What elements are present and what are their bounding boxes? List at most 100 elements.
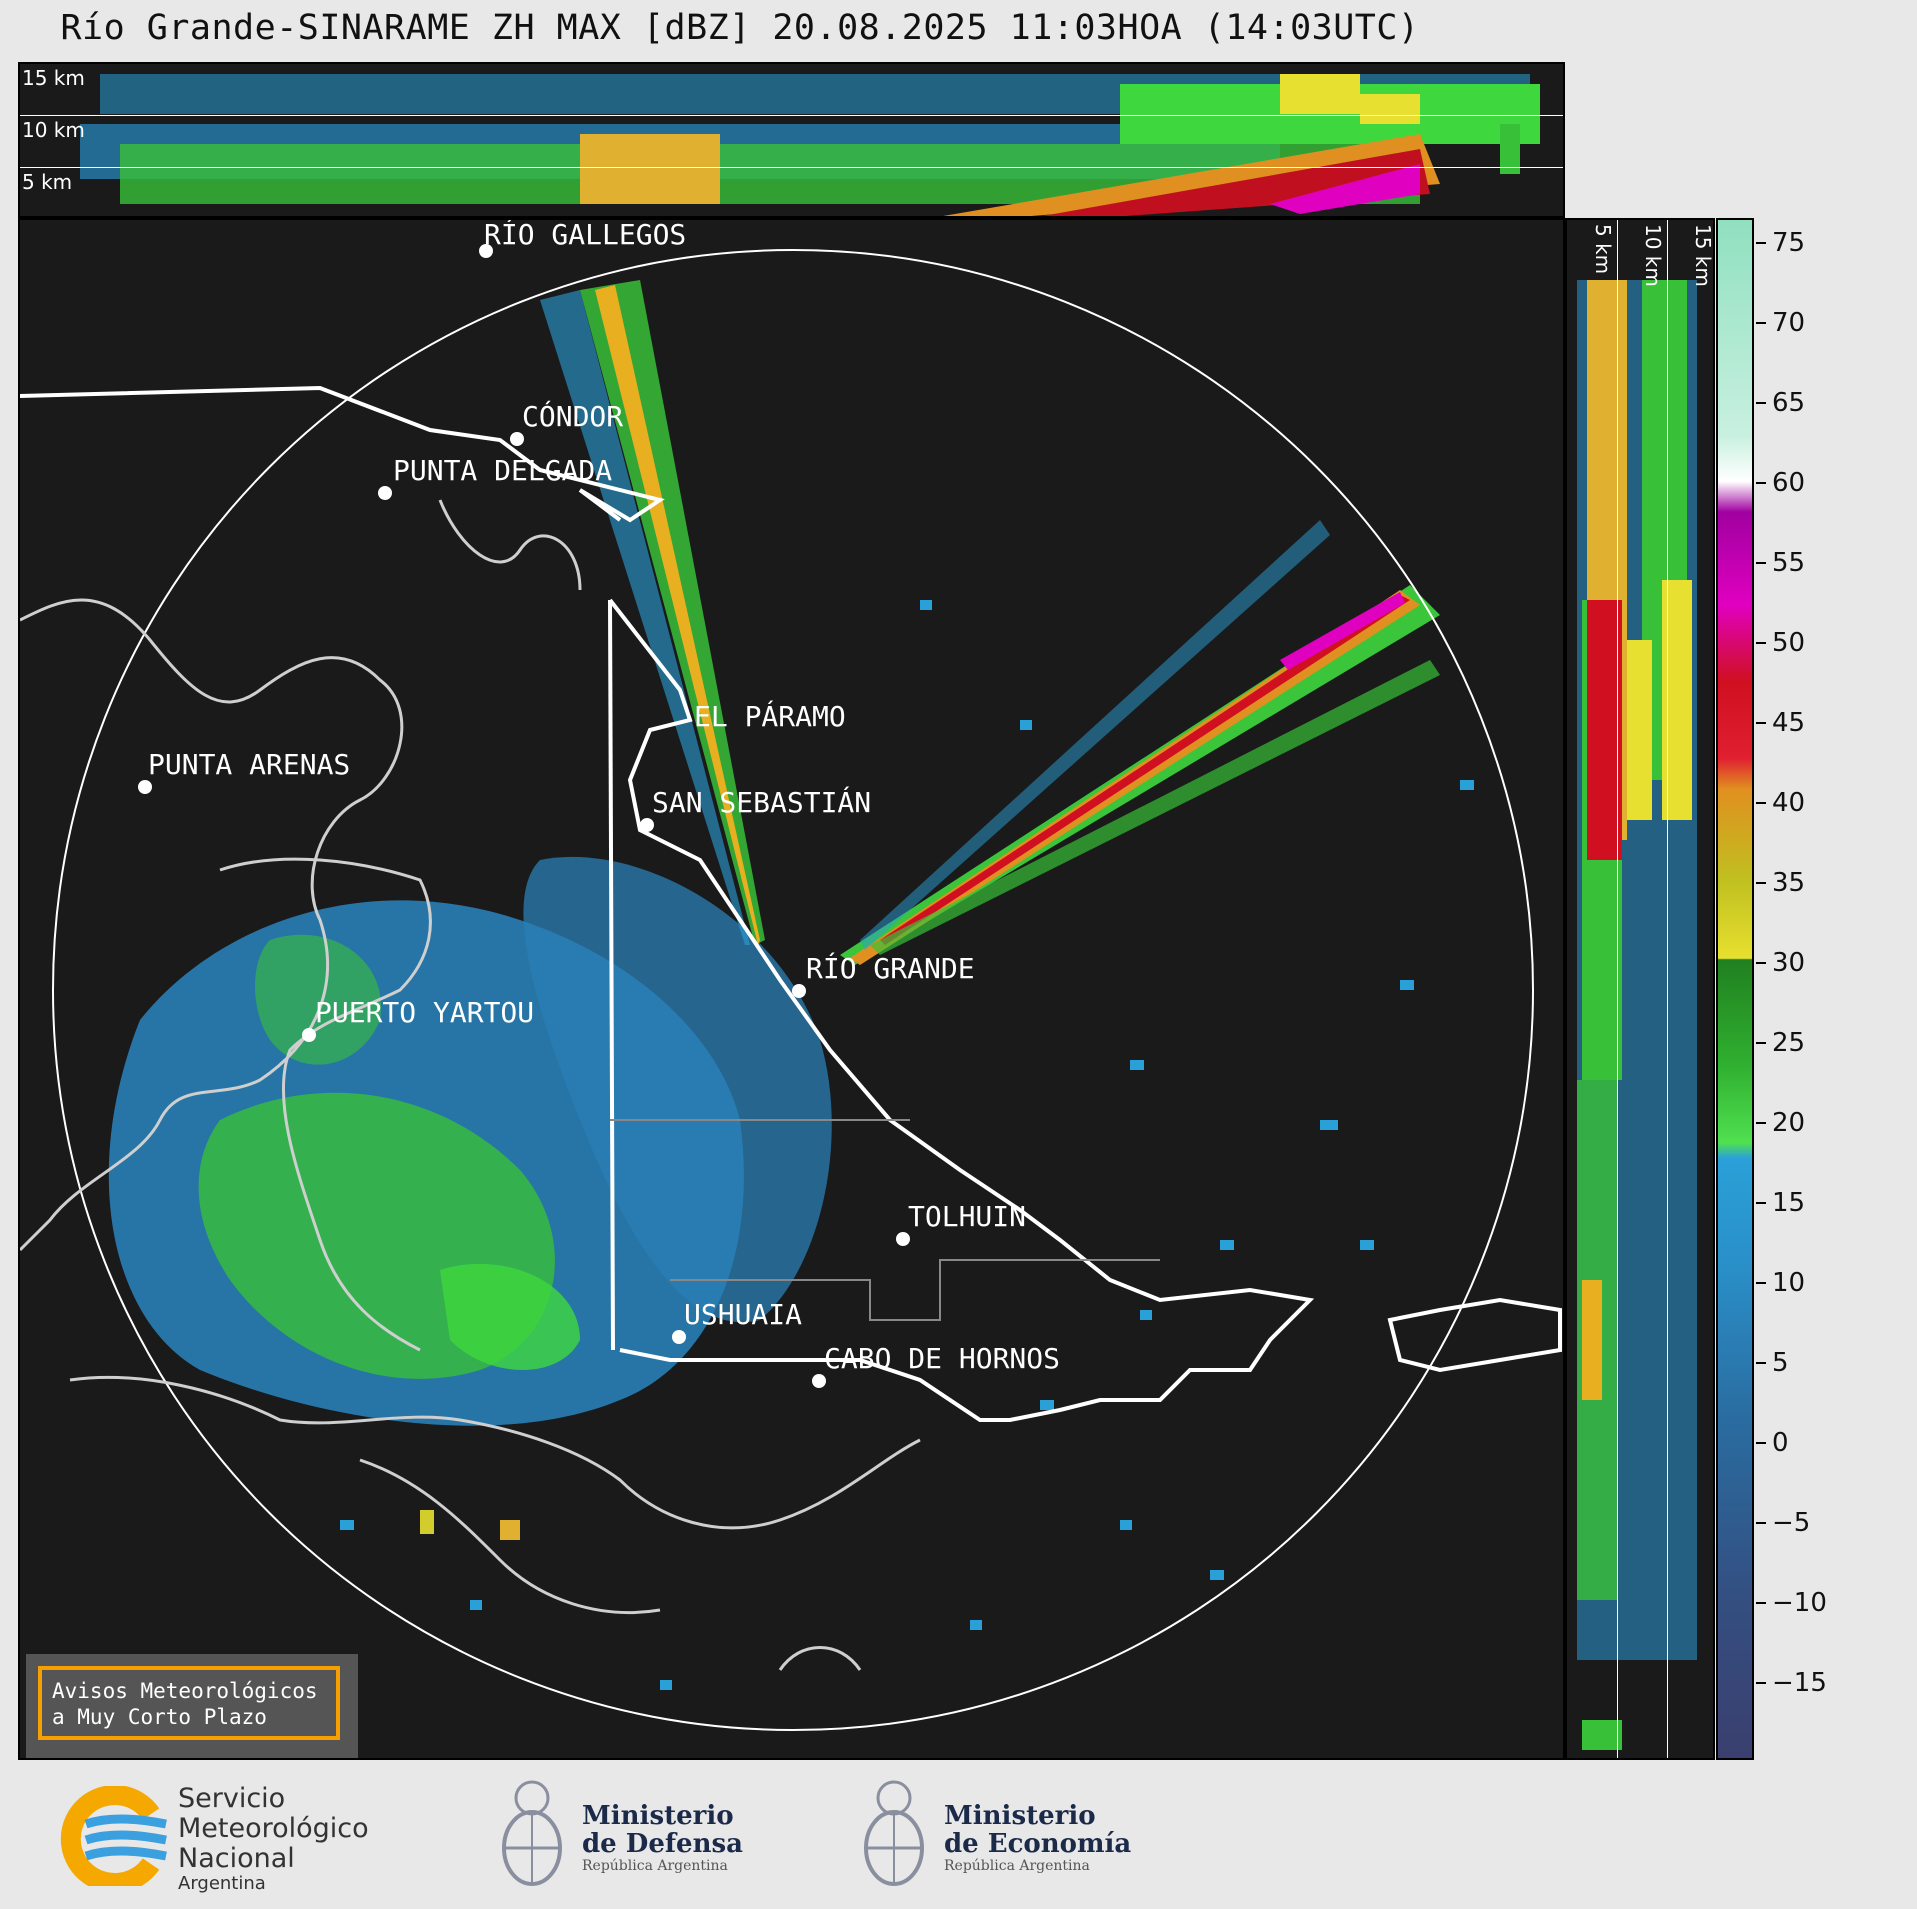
colorbar: [1716, 218, 1754, 1760]
alert-line-1: Avisos Meteorológicos: [52, 1679, 318, 1703]
colorbar-tick: [1756, 242, 1766, 244]
defensa-coat-of-arms-icon: [502, 1780, 562, 1886]
colorbar-tick: [1756, 1042, 1766, 1044]
alert-box-inner[interactable]: Avisos Meteorológicos a Muy Corto Plazo: [38, 1666, 340, 1740]
colorbar-label: 5: [1772, 1348, 1789, 1378]
gridline-side-5km: [1617, 220, 1618, 1758]
city-label-rio-gallegos: RÍO GALLEGOS: [484, 218, 687, 251]
colorbar-tick: [1756, 322, 1766, 324]
smn-line-3: Nacional: [178, 1843, 295, 1874]
height-label-5km: 5 km: [22, 170, 73, 194]
border-line: [20, 385, 665, 523]
economia-line-2: de Economía: [944, 1829, 1132, 1859]
city-label-el-paramo: EL PÁRAMO: [694, 700, 846, 733]
colorbar-label: −10: [1772, 1588, 1827, 1618]
colorbar-tick: [1756, 482, 1766, 484]
colorbar-label: 30: [1772, 948, 1806, 978]
colorbar-tick: [1756, 1282, 1766, 1284]
colorbar-label: 65: [1772, 388, 1806, 418]
colorbar-tick: [1756, 962, 1766, 964]
gridline-5km: [20, 167, 1563, 168]
colorbar-tick: [1756, 1682, 1766, 1684]
smn-line-1: Servicio: [178, 1783, 286, 1814]
side-height-profile: 5 km 10 km 15 km: [1565, 218, 1715, 1760]
side-height-label-10km: 10 km: [1641, 224, 1665, 287]
chart-title: Río Grande-SINARAME ZH MAX [dBZ] 20.08.2…: [60, 8, 1420, 48]
colorbar-tick: [1756, 642, 1766, 644]
city-dot-ushuaia: [672, 1330, 686, 1344]
city-dot-cabo-de-hornos: [812, 1374, 826, 1388]
colorbar-label: 45: [1772, 708, 1806, 738]
height-label-15km: 15 km: [22, 66, 85, 90]
colorbar-label: 50: [1772, 628, 1806, 658]
colorbar-tick: [1756, 402, 1766, 404]
colorbar-tick: [1756, 1442, 1766, 1444]
top-height-profile: 15 km 10 km 5 km: [18, 62, 1565, 218]
colorbar-label: 75: [1772, 228, 1806, 258]
city-label-ushuaia: USHUAIA: [684, 1298, 803, 1331]
isla-de-los-estados: [1387, 1297, 1562, 1373]
coastline-south: [69, 1375, 921, 1530]
city-dot-punta-arenas: [138, 780, 152, 794]
colorbar-tick: [1756, 1522, 1766, 1524]
side-height-label-15km: 15 km: [1691, 224, 1715, 287]
tierra-del-fuego-coast: [608, 598, 1315, 1422]
smn-logo-text: Servicio Meteorológico Nacional Argentin…: [178, 1784, 369, 1894]
colorbar-label: 55: [1772, 548, 1806, 578]
colorbar-label: 0: [1772, 1428, 1789, 1458]
city-dot-puerto-yartou: [302, 1028, 316, 1042]
city-label-condor: CÓNDOR: [522, 400, 624, 433]
city-label-cabo-de-hornos: CABO DE HORNOS: [824, 1342, 1061, 1375]
city-dot-punta-delgada: [378, 486, 392, 500]
province-boundary: [610, 1119, 1160, 1321]
colorbar-label: 35: [1772, 868, 1806, 898]
city-dot-rio-gallegos: [479, 244, 493, 258]
alert-box[interactable]: Avisos Meteorológicos a Muy Corto Plazo: [26, 1654, 358, 1758]
smn-line-4: Argentina: [178, 1873, 266, 1894]
colorbar-tick: [1756, 722, 1766, 724]
city-label-rio-grande: RÍO GRANDE: [806, 952, 975, 985]
colorbar-label: 70: [1772, 308, 1806, 338]
colorbar-label: 10: [1772, 1268, 1806, 1298]
city-dot-condor: [510, 432, 524, 446]
economia-line-3: República Argentina: [944, 1858, 1090, 1874]
colorbar-tick: [1756, 1122, 1766, 1124]
colorbar-label: 25: [1772, 1028, 1806, 1058]
city-dot-tolhuin: [896, 1232, 910, 1246]
city-dot-san-sebastian: [640, 818, 654, 832]
city-label-punta-arenas: PUNTA ARENAS: [148, 748, 351, 781]
economia-line-1: Ministerio: [944, 1801, 1096, 1831]
side-profile-echoes: [1577, 280, 1697, 1750]
colorbar-label: −15: [1772, 1668, 1827, 1698]
colorbar-tick: [1756, 882, 1766, 884]
stratiform-echo-center: [523, 856, 832, 1323]
radar-map: RÍO GALLEGOS CÓNDOR PUNTA DELGADA EL PÁR…: [18, 218, 1565, 1760]
colorbar-tick: [1756, 562, 1766, 564]
top-profile-echoes: [80, 74, 1540, 216]
colorbar-tick: [1756, 1202, 1766, 1204]
city-dot-rio-grande: [792, 984, 806, 998]
city-label-punta-delgada: PUNTA DELGADA: [393, 454, 613, 487]
side-height-label-5km: 5 km: [1591, 224, 1615, 275]
scattered-cells: [340, 600, 1474, 1690]
colorbar-label: 40: [1772, 788, 1806, 818]
city-label-san-sebastian: SAN SEBASTIÁN: [652, 786, 872, 819]
defensa-line-3: República Argentina: [582, 1858, 728, 1874]
colorbar-tick: [1756, 802, 1766, 804]
colorbar-tick: [1756, 1602, 1766, 1604]
height-label-10km: 10 km: [22, 118, 85, 142]
gridline-10km: [20, 115, 1563, 116]
city-label-tolhuin: TOLHUIN: [908, 1200, 1027, 1233]
range-ring: [52, 249, 1534, 1731]
city-label-puerto-yartou: PUERTO YARTOU: [315, 996, 535, 1029]
smn-line-2: Meteorológico: [178, 1813, 369, 1844]
defensa-line-2: de Defensa: [582, 1829, 743, 1859]
colorbar-label: 15: [1772, 1188, 1806, 1218]
colorbar-tick: [1756, 1362, 1766, 1364]
defensa-line-1: Ministerio: [582, 1801, 734, 1831]
coastline-west: [20, 598, 404, 1252]
economia-logo-text: Ministerio de Economía República Argenti…: [944, 1802, 1131, 1874]
alert-line-2: a Muy Corto Plazo: [52, 1705, 267, 1729]
colorbar-label: 60: [1772, 468, 1806, 498]
economia-coat-of-arms-icon: [864, 1780, 924, 1886]
